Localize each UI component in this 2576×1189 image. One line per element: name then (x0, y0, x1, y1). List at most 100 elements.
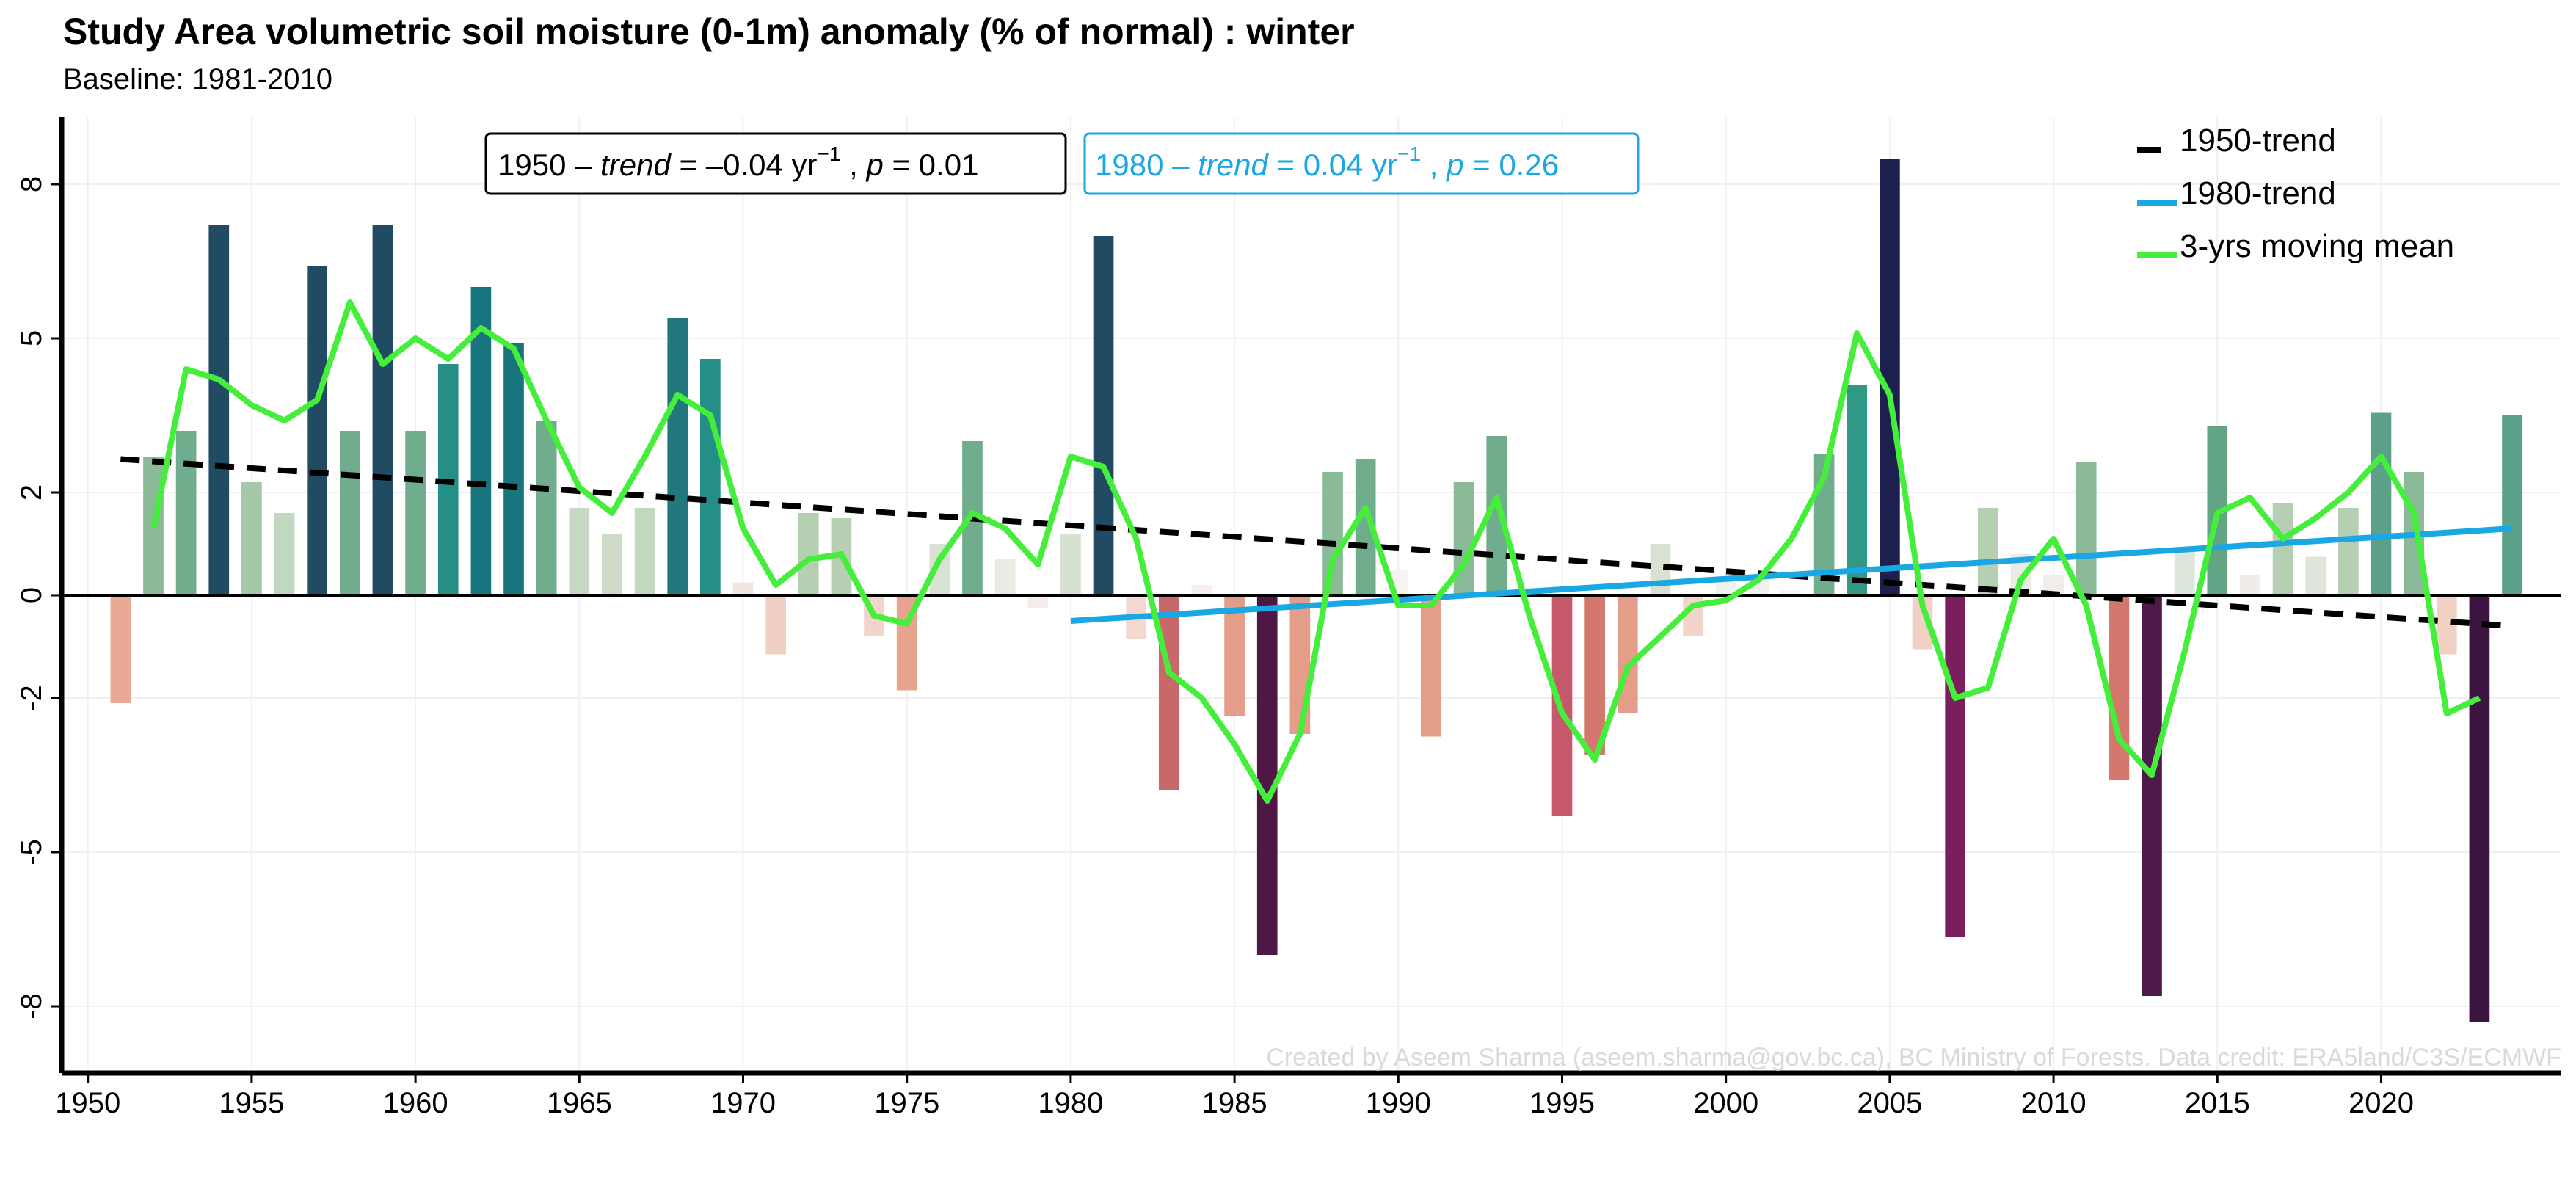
trend-1950-line (120, 456, 2513, 629)
annotation-1950-trend-label: trend (600, 148, 672, 182)
bar (1256, 595, 1278, 955)
bar (503, 343, 524, 595)
x-tick-label: 1965 (547, 1087, 612, 1119)
bar (307, 266, 328, 595)
bar (372, 225, 393, 595)
bar (2240, 575, 2260, 595)
bar (241, 482, 262, 595)
x-tick-label: 1980 (1038, 1087, 1103, 1119)
bar (1060, 534, 1081, 595)
bar (1322, 472, 1343, 595)
annotation-1950-p-value: = 0.01 (884, 148, 979, 182)
annotation-1980-trend-value: = 0.04 yr (1268, 148, 1397, 182)
legend-label-1950-trend: 1950-trend (2180, 123, 2336, 159)
bar (700, 359, 721, 595)
bar (1093, 236, 1114, 595)
x-tick-label: 1955 (219, 1087, 284, 1119)
annotation-1980: 1980 – trend = 0.04 yr−1 , p = 0.26 (1083, 132, 1640, 195)
bar (175, 431, 197, 595)
bar (536, 421, 557, 595)
annotation-1950-prefix: 1950 – (498, 148, 600, 182)
bar (110, 595, 131, 703)
annotation-1980-text: 1980 – trend = 0.04 yr−1 , p = 0.26 (1095, 142, 1559, 182)
bar (2502, 415, 2522, 595)
bar (1158, 595, 1179, 790)
bar (405, 431, 426, 595)
bar (1421, 595, 1441, 737)
bar (339, 431, 360, 595)
bar (2109, 595, 2130, 780)
bar (634, 508, 655, 595)
trend-1980-line (1070, 526, 2513, 624)
moving-mean-line (150, 299, 2481, 804)
bar (732, 582, 754, 595)
bar (1289, 595, 1311, 734)
bar (1453, 482, 1474, 595)
legend: 1950-trend 1980-trend 3-yrs moving mean (2137, 123, 2454, 264)
y-tick-labels: 8 5 2 0 -2 -5 -8 (15, 176, 62, 1019)
bar (1191, 585, 1212, 595)
bar (1584, 595, 1605, 755)
x-tick-label: 2000 (1693, 1087, 1758, 1119)
y-tick-label: -5 (15, 839, 48, 865)
bar (2142, 595, 2162, 996)
annotation-1980-box (1083, 132, 1640, 195)
bar (2469, 595, 2490, 1022)
bar (994, 559, 1016, 595)
legend-label-1980-trend: 1980-trend (2180, 175, 2336, 211)
bar (2174, 549, 2195, 595)
x-tick-label: 2015 (2185, 1087, 2250, 1119)
legend-label-moving-mean: 3-yrs moving mean (2180, 228, 2454, 264)
bar (798, 513, 819, 595)
y-tick-label: 5 (15, 330, 48, 346)
annotation-1980-sep: , (1421, 148, 1447, 182)
y-tick-label: 2 (15, 484, 48, 501)
annotation-1950: 1950 – trend = –0.04 yr−1 , p = 0.01 (484, 132, 1067, 195)
annotation-1950-trend-value: = –0.04 yr (671, 148, 818, 182)
bar (2305, 556, 2326, 595)
y-tick-label: -8 (15, 993, 48, 1019)
bar (2338, 508, 2359, 595)
chart-title: Study Area volumetric soil moisture (0-1… (63, 11, 1355, 52)
bar (208, 225, 230, 595)
x-tick-label: 2020 (2348, 1087, 2414, 1119)
x-tick-label: 1975 (874, 1087, 939, 1119)
x-tick-label: 1990 (1366, 1087, 1431, 1119)
annotation-1950-sep: , (840, 148, 866, 182)
annotation-1980-trend-label: trend (1198, 148, 1269, 182)
bars-layer (110, 159, 2522, 1022)
bar (1715, 580, 1736, 595)
bar (2371, 412, 2392, 595)
bar (765, 595, 786, 655)
credit-text: Created by Aseem Sharma (aseem.sharma@go… (1266, 1044, 2561, 1072)
bar (2272, 503, 2293, 595)
annotation-1950-exponent: −1 (818, 142, 841, 165)
annotation-1950-text: 1950 – trend = –0.04 yr−1 , p = 0.01 (498, 142, 978, 182)
x-tick-label: 1995 (1529, 1087, 1595, 1119)
y-tick-label: -2 (15, 685, 48, 711)
x-tick-label: 1950 (55, 1087, 120, 1119)
bar (1027, 595, 1049, 608)
annotation-1980-exponent: −1 (1397, 142, 1421, 165)
y-tick-label: 0 (15, 587, 48, 603)
bar (274, 513, 295, 595)
x-tick-label: 1985 (1202, 1087, 1267, 1119)
bar (1224, 595, 1245, 716)
bar (1977, 508, 1998, 595)
x-tick-label: 2010 (2021, 1087, 2086, 1119)
x-tick-label: 1970 (710, 1087, 776, 1119)
annotation-1980-p-label: p (1445, 148, 1463, 182)
bar (1945, 595, 1966, 937)
bar (602, 534, 622, 595)
chart-subtitle: Baseline: 1981-2010 (63, 63, 332, 95)
bar (569, 508, 590, 595)
annotation-1980-prefix: 1980 – (1095, 148, 1198, 182)
bar (667, 318, 688, 595)
x-tick-labels: 1950 1955 1960 1965 1970 1975 1980 1985 1990 1995… (55, 1073, 2414, 1119)
annotation-1950-box (484, 132, 1067, 195)
x-tick-label: 2005 (1857, 1087, 1922, 1119)
bar (1847, 385, 1868, 595)
y-tick-label: 8 (15, 176, 48, 192)
bar (1781, 590, 1802, 595)
